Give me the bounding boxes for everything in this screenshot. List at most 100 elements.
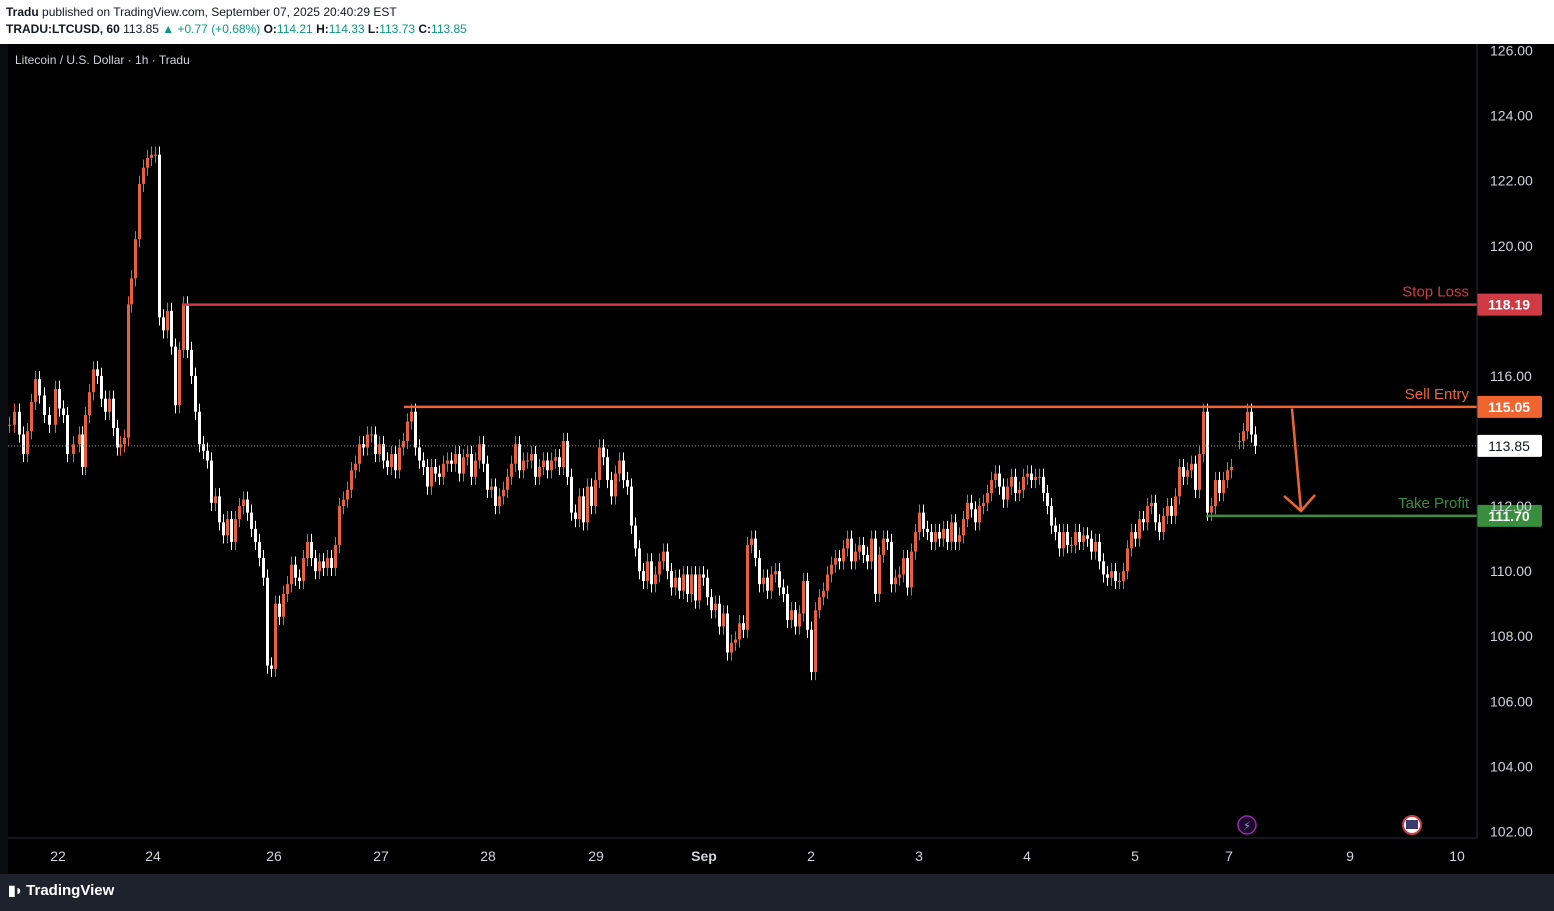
candle-body	[782, 587, 785, 594]
candle-body	[1046, 493, 1049, 507]
level-price-tag	[1477, 504, 1542, 527]
candle-body	[686, 574, 689, 594]
candle-body	[38, 379, 41, 396]
candle-body	[330, 558, 333, 568]
time-tick-label: 9	[1346, 848, 1354, 864]
candle-body	[1150, 502, 1153, 507]
candle-body	[486, 463, 489, 490]
candle-body	[654, 574, 657, 585]
left-margin	[0, 44, 8, 874]
candle-body	[634, 525, 637, 549]
candle-body	[482, 444, 485, 464]
candle-body	[210, 460, 213, 503]
price-tick-label: 112.00	[1490, 498, 1532, 514]
tradingview-logo[interactable]: ▮◗ TradingView	[8, 882, 114, 899]
level-label: Take Profit	[1398, 495, 1470, 512]
candle-body	[1242, 431, 1245, 441]
candle-body	[870, 538, 873, 562]
candle-body	[962, 519, 965, 536]
candle-body	[250, 512, 253, 529]
candle-body	[194, 375, 197, 412]
candle-body	[938, 532, 941, 539]
candle-body	[374, 434, 377, 455]
candle-body	[1090, 538, 1093, 552]
candle-body	[714, 603, 717, 611]
candle-body	[418, 447, 421, 461]
candle-body	[694, 574, 697, 601]
tradingview-brand: TradingView	[26, 882, 115, 899]
candle-body	[108, 398, 111, 412]
candle-body	[758, 558, 761, 585]
candle-body	[1014, 476, 1017, 494]
candle-body	[116, 427, 119, 448]
candle-body	[562, 441, 565, 468]
time-tick-label: 2	[807, 848, 815, 864]
price-chart[interactable]: Stop Loss 118.19 Sell Entry 115.05 Take Prof…	[0, 44, 1554, 874]
level-price-tag-text: 118.19	[1488, 297, 1530, 313]
candle-body	[1026, 473, 1029, 477]
time-tick-label: 5	[1131, 848, 1139, 864]
price-change: ▲ +0.77 (+0.68%)	[162, 22, 261, 36]
candle-body	[678, 577, 681, 591]
time-tick-label: 3	[915, 848, 923, 864]
candle-body	[1254, 434, 1257, 446]
candle-body	[158, 154, 161, 318]
price-tick-label: 106.00	[1490, 693, 1533, 709]
candle-body	[830, 564, 833, 575]
candle-body	[666, 551, 669, 572]
level-label: Sell Entry	[1405, 386, 1470, 403]
candle-body	[350, 470, 353, 490]
candle-body	[502, 489, 505, 497]
candle-body	[886, 538, 889, 542]
candle-body	[578, 496, 581, 520]
candle-body	[1146, 506, 1149, 523]
candle-body	[1086, 535, 1089, 539]
publish-line: Tradu published on TradingView.com, Sept…	[6, 5, 397, 19]
candle-body	[434, 467, 437, 474]
candle-body	[1022, 476, 1025, 490]
candle-body	[1178, 467, 1181, 497]
candle-body	[314, 558, 317, 572]
candle-body	[422, 460, 425, 468]
candle-body	[1154, 502, 1157, 523]
time-tick-label: 27	[373, 848, 389, 864]
candle-body	[854, 551, 857, 562]
footer-bar	[0, 874, 1554, 911]
candle-body	[342, 499, 345, 507]
candle-body	[286, 584, 289, 594]
candle-body	[730, 642, 733, 653]
candle-body	[142, 167, 145, 184]
candle-body	[506, 476, 509, 490]
price-tick-label: 116.00	[1490, 368, 1532, 384]
last-price-tag-text: 113.85	[1488, 438, 1530, 454]
level-price-tag-text: 111.70	[1488, 508, 1529, 524]
candle-body	[1218, 480, 1221, 494]
candle-body	[123, 437, 126, 445]
level-price-tag	[1477, 293, 1542, 316]
candle-body	[1074, 532, 1077, 546]
publish-header: Tradu published on TradingView.com, Sept…	[0, 0, 1554, 44]
candle-body	[190, 349, 193, 376]
candle-body	[950, 522, 953, 542]
lightning-event-icon-glyph: ⚡	[1243, 819, 1251, 833]
candle-body	[766, 577, 769, 591]
sell-arrow-shaft	[1290, 408, 1303, 512]
candle-body	[1186, 470, 1189, 477]
candle-body	[526, 460, 529, 462]
chart-title: Litecoin / U.S. Dollar · 1h · Tradu	[15, 53, 190, 67]
candle-body	[442, 463, 445, 477]
time-tick-label: Sep	[691, 848, 717, 864]
candle-body	[294, 564, 297, 578]
candle-body	[794, 610, 797, 627]
candle-body	[1210, 506, 1213, 513]
candle-body	[127, 304, 130, 438]
candle-body	[494, 486, 497, 507]
candle-body	[582, 496, 585, 523]
candle-body	[1006, 486, 1009, 500]
candle-body	[818, 597, 821, 611]
candle-body	[702, 574, 705, 578]
candle-body	[510, 463, 513, 477]
candle-body	[618, 460, 621, 474]
candle-body	[242, 499, 245, 507]
candle-body	[466, 454, 469, 458]
